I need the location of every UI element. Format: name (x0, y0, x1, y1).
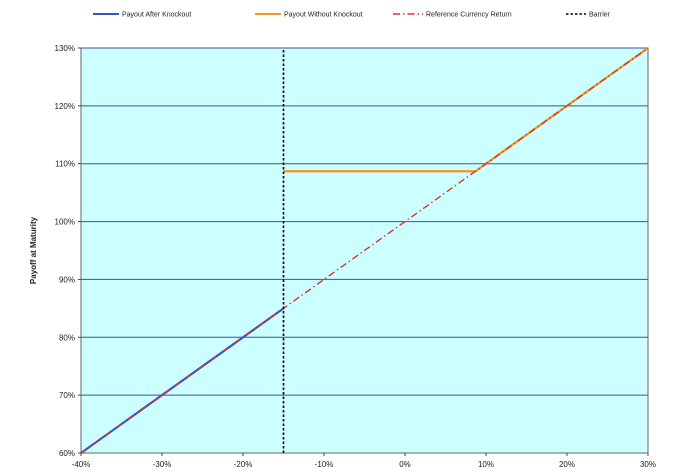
x-tick-label: -40% (72, 460, 91, 469)
legend-label: Payout After Knockout (122, 12, 191, 19)
y-tick-label: 70% (59, 391, 75, 400)
x-tick-label: -20% (234, 460, 253, 469)
y-tick-label: 120% (55, 102, 75, 111)
x-tick-label: 20% (559, 460, 575, 469)
y-tick-label: 100% (55, 218, 75, 227)
legend: Payout After Knockout Payout Without Knoc… (93, 12, 611, 19)
y-tick-label: 110% (55, 160, 75, 169)
legend-label: Reference Currency Return (426, 12, 512, 19)
y-tick-label: 60% (59, 449, 75, 458)
x-tick-label: -30% (153, 460, 172, 469)
y-tick-label: 90% (59, 275, 75, 284)
y-axis-ticks: 60% 70% 80% 90% 100% 110% 120% 130% (55, 44, 81, 458)
x-tick-label: 10% (478, 460, 494, 469)
x-tick-label: -10% (315, 460, 334, 469)
series-line (80, 47, 649, 454)
series-layer (80, 47, 649, 454)
y-tick-label: 130% (55, 44, 75, 53)
y-axis-label: Payoff at Maturity (29, 216, 38, 284)
y-tick-label: 80% (59, 333, 75, 342)
x-tick-label: 0% (399, 460, 411, 469)
x-tick-label: 30% (640, 460, 656, 469)
legend-label: Barrier (589, 12, 611, 19)
legend-label: Payout Without Knockout (284, 12, 363, 19)
x-axis-ticks: -40% -30% -20% -10% 0% 10% 20% 30% (72, 453, 656, 469)
gridlines (81, 47, 648, 396)
